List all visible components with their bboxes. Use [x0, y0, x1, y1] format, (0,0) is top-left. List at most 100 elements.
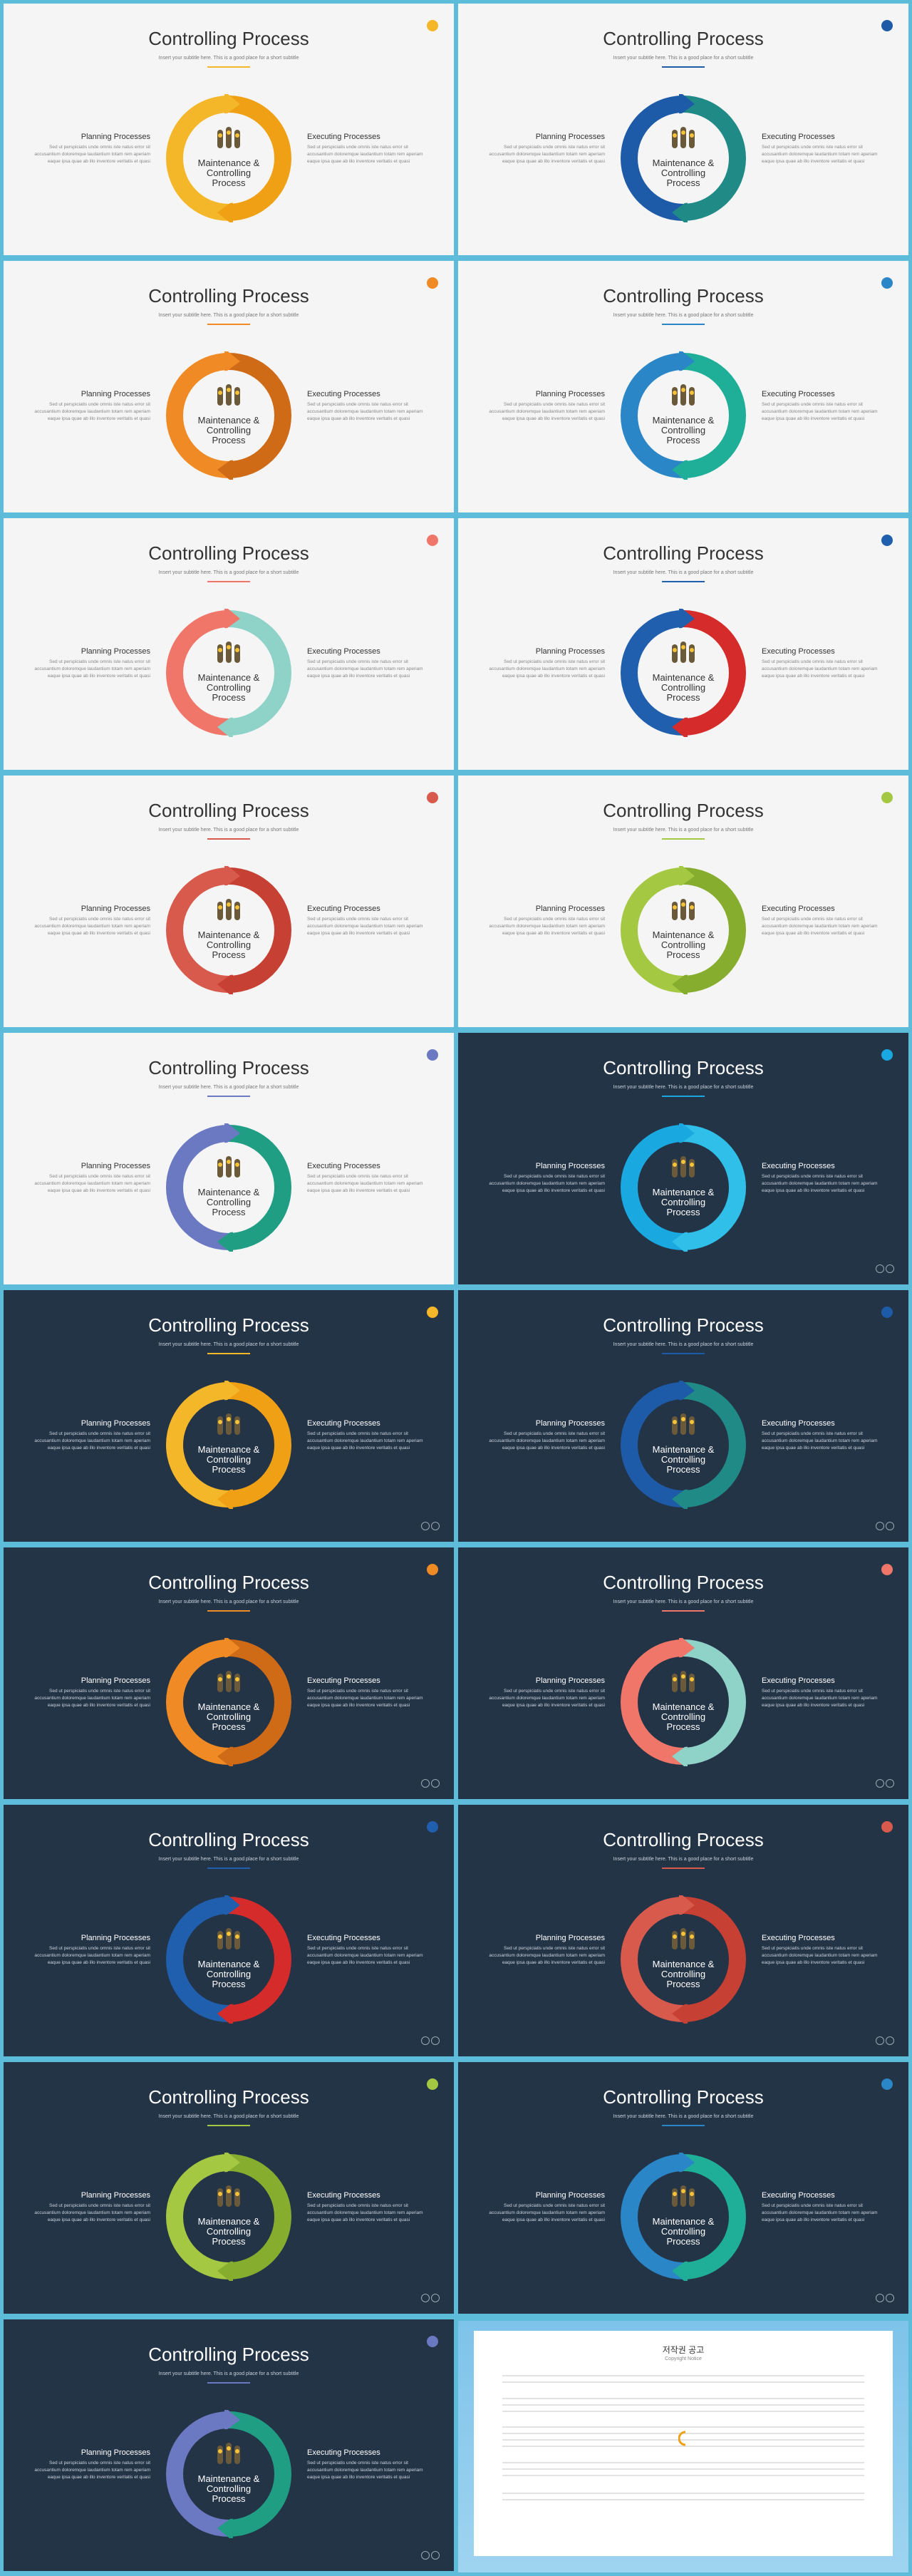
arrow-top: [224, 94, 240, 115]
planning-heading: Planning Processes: [81, 133, 150, 141]
executing-heading: Executing Processes: [762, 1934, 835, 1942]
cycle-ring: [621, 94, 746, 222]
arrow-top: [224, 609, 240, 630]
title-underline: [207, 1867, 250, 1869]
executing-heading: Executing Processes: [762, 647, 835, 656]
planning-body: Sed ut perspiciatis unde omnis iste natu…: [34, 917, 150, 936]
arrow-bottom: [217, 458, 233, 480]
ring-left-arc: [166, 96, 229, 221]
center-label: Maintenance & Controlling Process: [197, 929, 260, 960]
ring-left-arc: [166, 1125, 229, 1250]
center-label: Maintenance & Controlling Process: [652, 672, 715, 703]
arrow-bottom: [217, 2260, 233, 2281]
center-label: Maintenance & Controlling Process: [652, 1701, 715, 1732]
gear-tools-icon: [217, 1156, 240, 1178]
slide: Controlling Process Insert your subtitle…: [4, 1547, 454, 1799]
cycle-ring: [621, 609, 746, 737]
planning-heading: Planning Processes: [535, 647, 605, 656]
executing-heading: Executing Processes: [307, 1676, 380, 1685]
planning-heading: Planning Processes: [81, 1162, 150, 1170]
cycle-ring: [621, 2153, 746, 2281]
center-label: Maintenance & Controlling Process: [197, 1959, 260, 1989]
arrow-bottom: [217, 2517, 233, 2538]
slide-subtitle: Insert your subtitle here. This is a goo…: [613, 1342, 754, 1347]
page-controls: [420, 2294, 440, 2304]
slide-badge: [427, 792, 438, 803]
planning-body: Sed ut perspiciatis unde omnis iste natu…: [34, 2203, 150, 2222]
slide-badge: [427, 1049, 438, 1061]
slide-badge: [427, 1564, 438, 1575]
ring-left-arc: [166, 2411, 229, 2537]
slide-subtitle: Insert your subtitle here. This is a goo…: [613, 828, 754, 833]
arrow-top: [679, 351, 695, 373]
ring-left-arc: [166, 1382, 229, 1508]
ring-right-arc: [229, 96, 291, 221]
ring-right-arc: [229, 1639, 291, 1765]
ring-right-arc: [683, 1897, 746, 2022]
gear-tools-icon: [672, 1928, 695, 1949]
page-controls: [874, 1522, 894, 1532]
executing-body: Sed ut perspiciatis unde omnis iste natu…: [307, 1174, 423, 1193]
slide-badge: [881, 20, 893, 31]
executing-heading: Executing Processes: [307, 133, 380, 141]
slide-title: Controlling Process: [148, 1057, 309, 1078]
ring-right-arc: [683, 1125, 746, 1250]
arrow-bottom: [672, 973, 688, 994]
arrow-bottom: [217, 2002, 233, 2024]
slide-subtitle: Insert your subtitle here. This is a goo…: [158, 828, 299, 833]
slide-subtitle: Insert your subtitle here. This is a goo…: [613, 1857, 754, 1862]
center-label: Maintenance & Controlling Process: [197, 415, 260, 445]
center-label: Maintenance & Controlling Process: [197, 672, 260, 703]
ring-right-arc: [229, 1125, 291, 1250]
ring-right-arc: [229, 867, 291, 993]
ring-right-arc: [229, 353, 291, 478]
cycle-ring: [621, 1123, 746, 1252]
slide-subtitle: Insert your subtitle here. This is a goo…: [158, 1342, 299, 1347]
gear-tools-icon: [217, 1413, 240, 1435]
executing-heading: Executing Processes: [307, 2191, 380, 2200]
slide-subtitle: Insert your subtitle here. This is a goo…: [158, 1085, 299, 1090]
slide: Controlling Process Insert your subtitle…: [4, 4, 454, 255]
gear-tools-icon: [217, 2443, 240, 2464]
slide-subtitle: Insert your subtitle here. This is a goo…: [158, 1599, 299, 1604]
slide-badge: [881, 1821, 893, 1833]
planning-heading: Planning Processes: [81, 1419, 150, 1428]
cycle-ring: [166, 94, 291, 222]
slide-title: Controlling Process: [603, 542, 764, 564]
notice-subtitle: Copyright Notice: [665, 2356, 702, 2361]
center-label: Maintenance & Controlling Process: [652, 158, 715, 188]
arrow-bottom: [672, 1230, 688, 1252]
slide-title: Controlling Process: [603, 28, 764, 49]
gear-tools-icon: [217, 2185, 240, 2207]
slide: Controlling Process Insert your subtitle…: [4, 1805, 454, 2056]
planning-heading: Planning Processes: [81, 390, 150, 398]
arrow-bottom: [217, 716, 233, 737]
slide-subtitle: Insert your subtitle here. This is a goo…: [158, 56, 299, 61]
slide-title: Controlling Process: [148, 1572, 309, 1593]
slide-title: Controlling Process: [148, 2086, 309, 2108]
arrow-bottom: [217, 1230, 233, 1252]
title-underline: [662, 324, 705, 325]
copyright-notice-slide: 저작권 공고 Copyright Notice: [458, 2321, 908, 2572]
slide-badge: [881, 2078, 893, 2090]
notice-card: 저작권 공고 Copyright Notice: [474, 2331, 893, 2556]
title-underline: [662, 1353, 705, 1354]
center-label: Maintenance & Controlling Process: [197, 2216, 260, 2247]
title-underline: [207, 581, 250, 582]
slide-title: Controlling Process: [603, 2086, 764, 2108]
executing-body: Sed ut perspiciatis unde omnis iste natu…: [307, 2461, 423, 2480]
executing-body: Sed ut perspiciatis unde omnis iste natu…: [307, 1431, 423, 1451]
page-controls: [874, 2294, 894, 2304]
executing-body: Sed ut perspiciatis unde omnis iste natu…: [307, 1946, 423, 1965]
planning-heading: Planning Processes: [535, 1162, 605, 1170]
executing-body: Sed ut perspiciatis unde omnis iste natu…: [762, 2203, 878, 2222]
cycle-ring: [621, 351, 746, 480]
arrow-bottom: [217, 201, 233, 222]
slide-badge: [427, 1821, 438, 1833]
arrow-bottom: [672, 458, 688, 480]
executing-heading: Executing Processes: [762, 2191, 835, 2200]
arrow-top: [224, 866, 240, 887]
executing-body: Sed ut perspiciatis unde omnis iste natu…: [762, 402, 878, 421]
executing-body: Sed ut perspiciatis unde omnis iste natu…: [307, 402, 423, 421]
executing-heading: Executing Processes: [307, 1934, 380, 1942]
